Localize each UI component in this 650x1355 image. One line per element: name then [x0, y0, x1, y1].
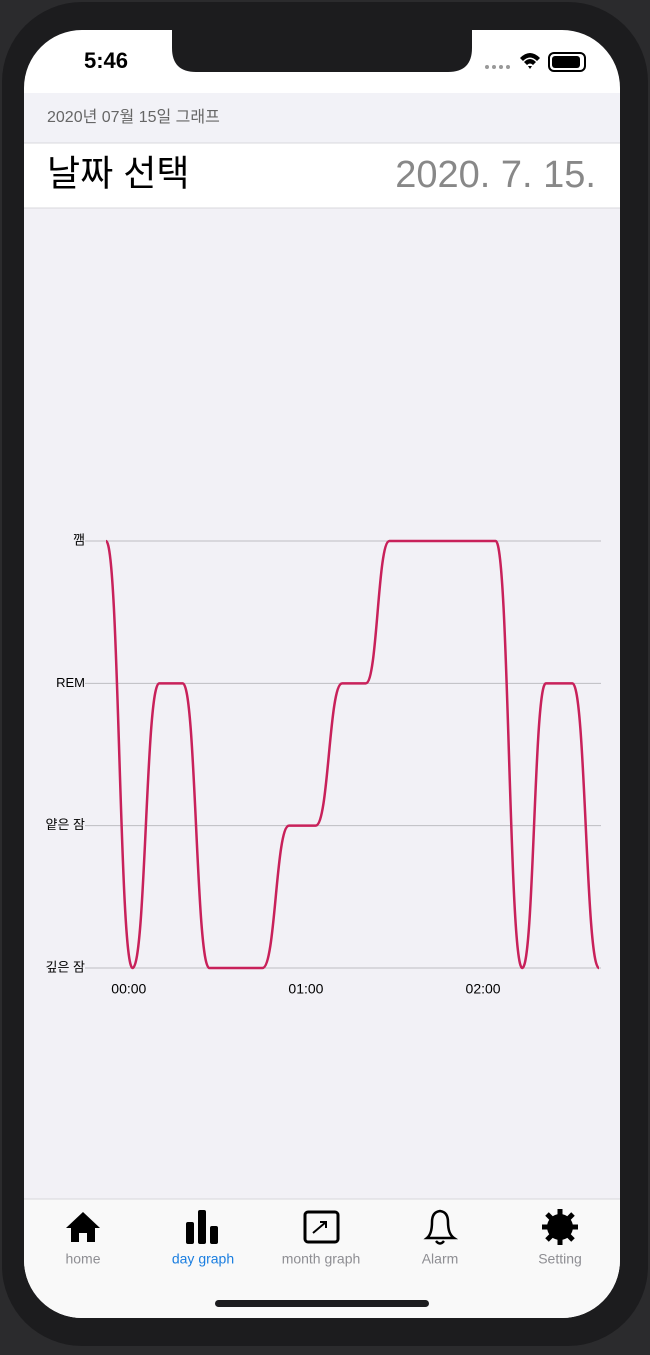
tab-label[interactable]: day graph	[172, 1251, 234, 1267]
x-tick-label: 01:00	[288, 981, 323, 997]
date-label[interactable]: 날짜 선택	[47, 153, 189, 194]
date-value[interactable]: 2020. 7. 15.	[395, 154, 596, 196]
tab-label[interactable]: Alarm	[422, 1251, 459, 1267]
status-time: 5:46	[84, 48, 128, 73]
tab-label[interactable]: Setting	[538, 1251, 582, 1267]
y-tick-label: 얕은 잠	[46, 817, 86, 832]
status-icons	[485, 52, 586, 72]
home-indicator	[215, 1300, 429, 1307]
page-title: 2020년 07월 15일 그래프	[47, 108, 220, 126]
tab-label[interactable]: month graph	[282, 1251, 361, 1267]
tab-bar	[24, 1199, 620, 1318]
header-band	[24, 93, 620, 143]
x-tick-label: 02:00	[466, 981, 501, 997]
notch	[172, 30, 472, 72]
y-tick-label: 깸	[73, 532, 85, 547]
tab-icons	[66, 1209, 578, 1245]
sleep-line	[104, 539, 601, 970]
x-tick-label: 00:00	[111, 981, 146, 997]
tab-label[interactable]: home	[65, 1251, 100, 1267]
y-tick-label: REM	[56, 675, 85, 690]
chart-area	[24, 208, 620, 1199]
y-tick-label: 깊은 잠	[46, 959, 86, 974]
